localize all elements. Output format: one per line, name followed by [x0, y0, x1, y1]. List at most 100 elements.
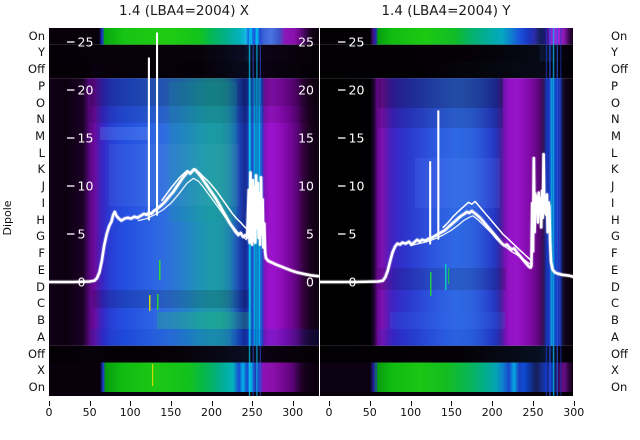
artifact-mark: [149, 295, 151, 311]
dipole-row-label: E: [37, 262, 45, 277]
dipole-row-label: G: [611, 229, 620, 244]
scale-tick-label: 20: [78, 82, 94, 97]
x-tick-label: 100: [119, 406, 141, 419]
dipole-row-label: L: [611, 145, 618, 160]
dipole-row-label: D: [36, 279, 45, 294]
dipole-row-label: A: [37, 329, 45, 344]
scale-tick-label: 5: [306, 226, 314, 241]
dipole-row-label: L: [38, 145, 45, 160]
dipole-row-label: A: [611, 329, 619, 344]
power-curve-main: [320, 153, 573, 284]
scale-tick-label: 5: [349, 226, 357, 241]
scale-tick-label: 15: [349, 130, 365, 145]
inner-scale-labels: 25 20 15 10 5 0: [338, 34, 364, 289]
rfi-stripe: [552, 28, 555, 396]
x-tick-mark: [211, 401, 213, 406]
scale-tick-label: 0: [306, 274, 314, 289]
dipole-row-label: H: [611, 212, 620, 227]
dipole-row-label: F: [611, 246, 618, 261]
inner-scale-labels: 25 25 20 20 15 15 10 10 5 5 0 0: [67, 34, 314, 289]
panel-title-x: 1.4 (LBA4=2004) X: [118, 3, 250, 19]
scale-tick-label: 20: [349, 82, 365, 97]
x-tick-label: 50: [362, 406, 377, 419]
dipole-row-label: K: [611, 162, 619, 177]
dipole-row-label: J: [41, 179, 45, 194]
x-tick-mark: [130, 401, 132, 406]
power-curve-main: [49, 168, 319, 284]
power-curves: [320, 110, 573, 285]
power-curves: [49, 32, 319, 285]
power-curve-upper: [161, 167, 251, 233]
x-tick-label: 250: [241, 406, 263, 419]
heatmap-panel-y: 25 20 15 10 5 0: [320, 28, 573, 396]
power-curve-upper: [442, 200, 532, 261]
dipole-row-label: E: [611, 262, 619, 277]
x-tick-mark: [329, 401, 330, 406]
x-tick-label: 0: [45, 406, 53, 419]
dipole-row-label: O: [611, 95, 621, 110]
scale-tick-label: 10: [298, 178, 314, 193]
x-tick-label: 300: [563, 406, 585, 419]
x-tick-label: 150: [440, 406, 462, 419]
dipole-row-label: Off: [28, 62, 45, 77]
dipole-row-label: B: [611, 313, 619, 328]
scale-tick-label: 15: [298, 130, 314, 145]
dipole-row-label: I: [41, 195, 45, 210]
dipole-row-label: On: [28, 380, 45, 395]
scale-tick-label: 0: [78, 274, 86, 289]
dipole-row-label: On: [611, 28, 628, 43]
rfi-stripe: [102, 28, 104, 45]
dipole-row-labels-right: On Y Off P O N M L K J I H G F E D C B A Off X On: [611, 28, 640, 396]
rfi-stripe: [102, 362, 104, 392]
dipole-row-label: K: [37, 162, 45, 177]
rfi-stripe: [376, 362, 378, 392]
dipole-row-label: N: [36, 112, 45, 127]
heatmap-bands: [320, 28, 573, 396]
x-tick-mark: [451, 401, 453, 406]
panel-title-y: 1.4 (LBA4=2004) Y: [381, 3, 511, 19]
x-tick-label: 0: [325, 406, 333, 419]
dipole-row-label: Off: [28, 346, 45, 361]
scale-tick-label: 5: [78, 226, 86, 241]
artifact-mark: [157, 294, 159, 310]
x-tick-label: 150: [160, 406, 182, 419]
x-tick-mark: [573, 401, 575, 406]
x-tick-label: 250: [522, 406, 544, 419]
dipole-row-label: O: [35, 95, 45, 110]
scale-tick-label: 10: [78, 178, 94, 193]
dipole-row-label: M: [611, 129, 621, 144]
dipole-row-labels-left: On Y Off P O N M L K J I H G F E D C B A Off X On: [0, 28, 47, 396]
dipole-row-label: I: [611, 195, 615, 210]
x-tick-mark: [410, 401, 412, 406]
dipole-row-label: G: [36, 229, 45, 244]
dipole-row-label: X: [37, 363, 45, 378]
x-tick-mark: [369, 401, 371, 406]
scale-tick-label: 25: [349, 34, 365, 49]
scale-tick-label: 15: [78, 130, 94, 145]
x-tick-label: 50: [82, 406, 97, 419]
dipole-row-label: Y: [611, 45, 619, 60]
dipole-row-label: H: [36, 212, 45, 227]
dipole-row-label: Y: [37, 45, 45, 60]
dipole-row-label: J: [611, 179, 615, 194]
scale-tick-label: 25: [298, 34, 314, 49]
dipole-row-label: On: [611, 380, 628, 395]
x-tick-mark: [292, 401, 294, 406]
x-tick-mark: [89, 401, 91, 406]
dipole-row-label: C: [611, 296, 620, 311]
x-tick-label: 200: [201, 406, 222, 419]
scale-tick-label: 25: [78, 34, 94, 49]
dipole-row-label: P: [611, 78, 618, 93]
scale-tick-label: 10: [349, 178, 365, 193]
x-tick-mark: [533, 401, 534, 406]
x-tick-label: 100: [400, 406, 422, 419]
dipole-row-label: P: [38, 78, 45, 93]
x-tick-mark: [170, 401, 172, 406]
artifact-mark: [448, 268, 450, 284]
rfi-stripe: [556, 28, 558, 396]
heatmap-bands: [49, 28, 319, 396]
x-tick-mark: [252, 401, 254, 406]
dipole-row-label: D: [611, 279, 620, 294]
dipole-row-label: Off: [611, 62, 628, 77]
